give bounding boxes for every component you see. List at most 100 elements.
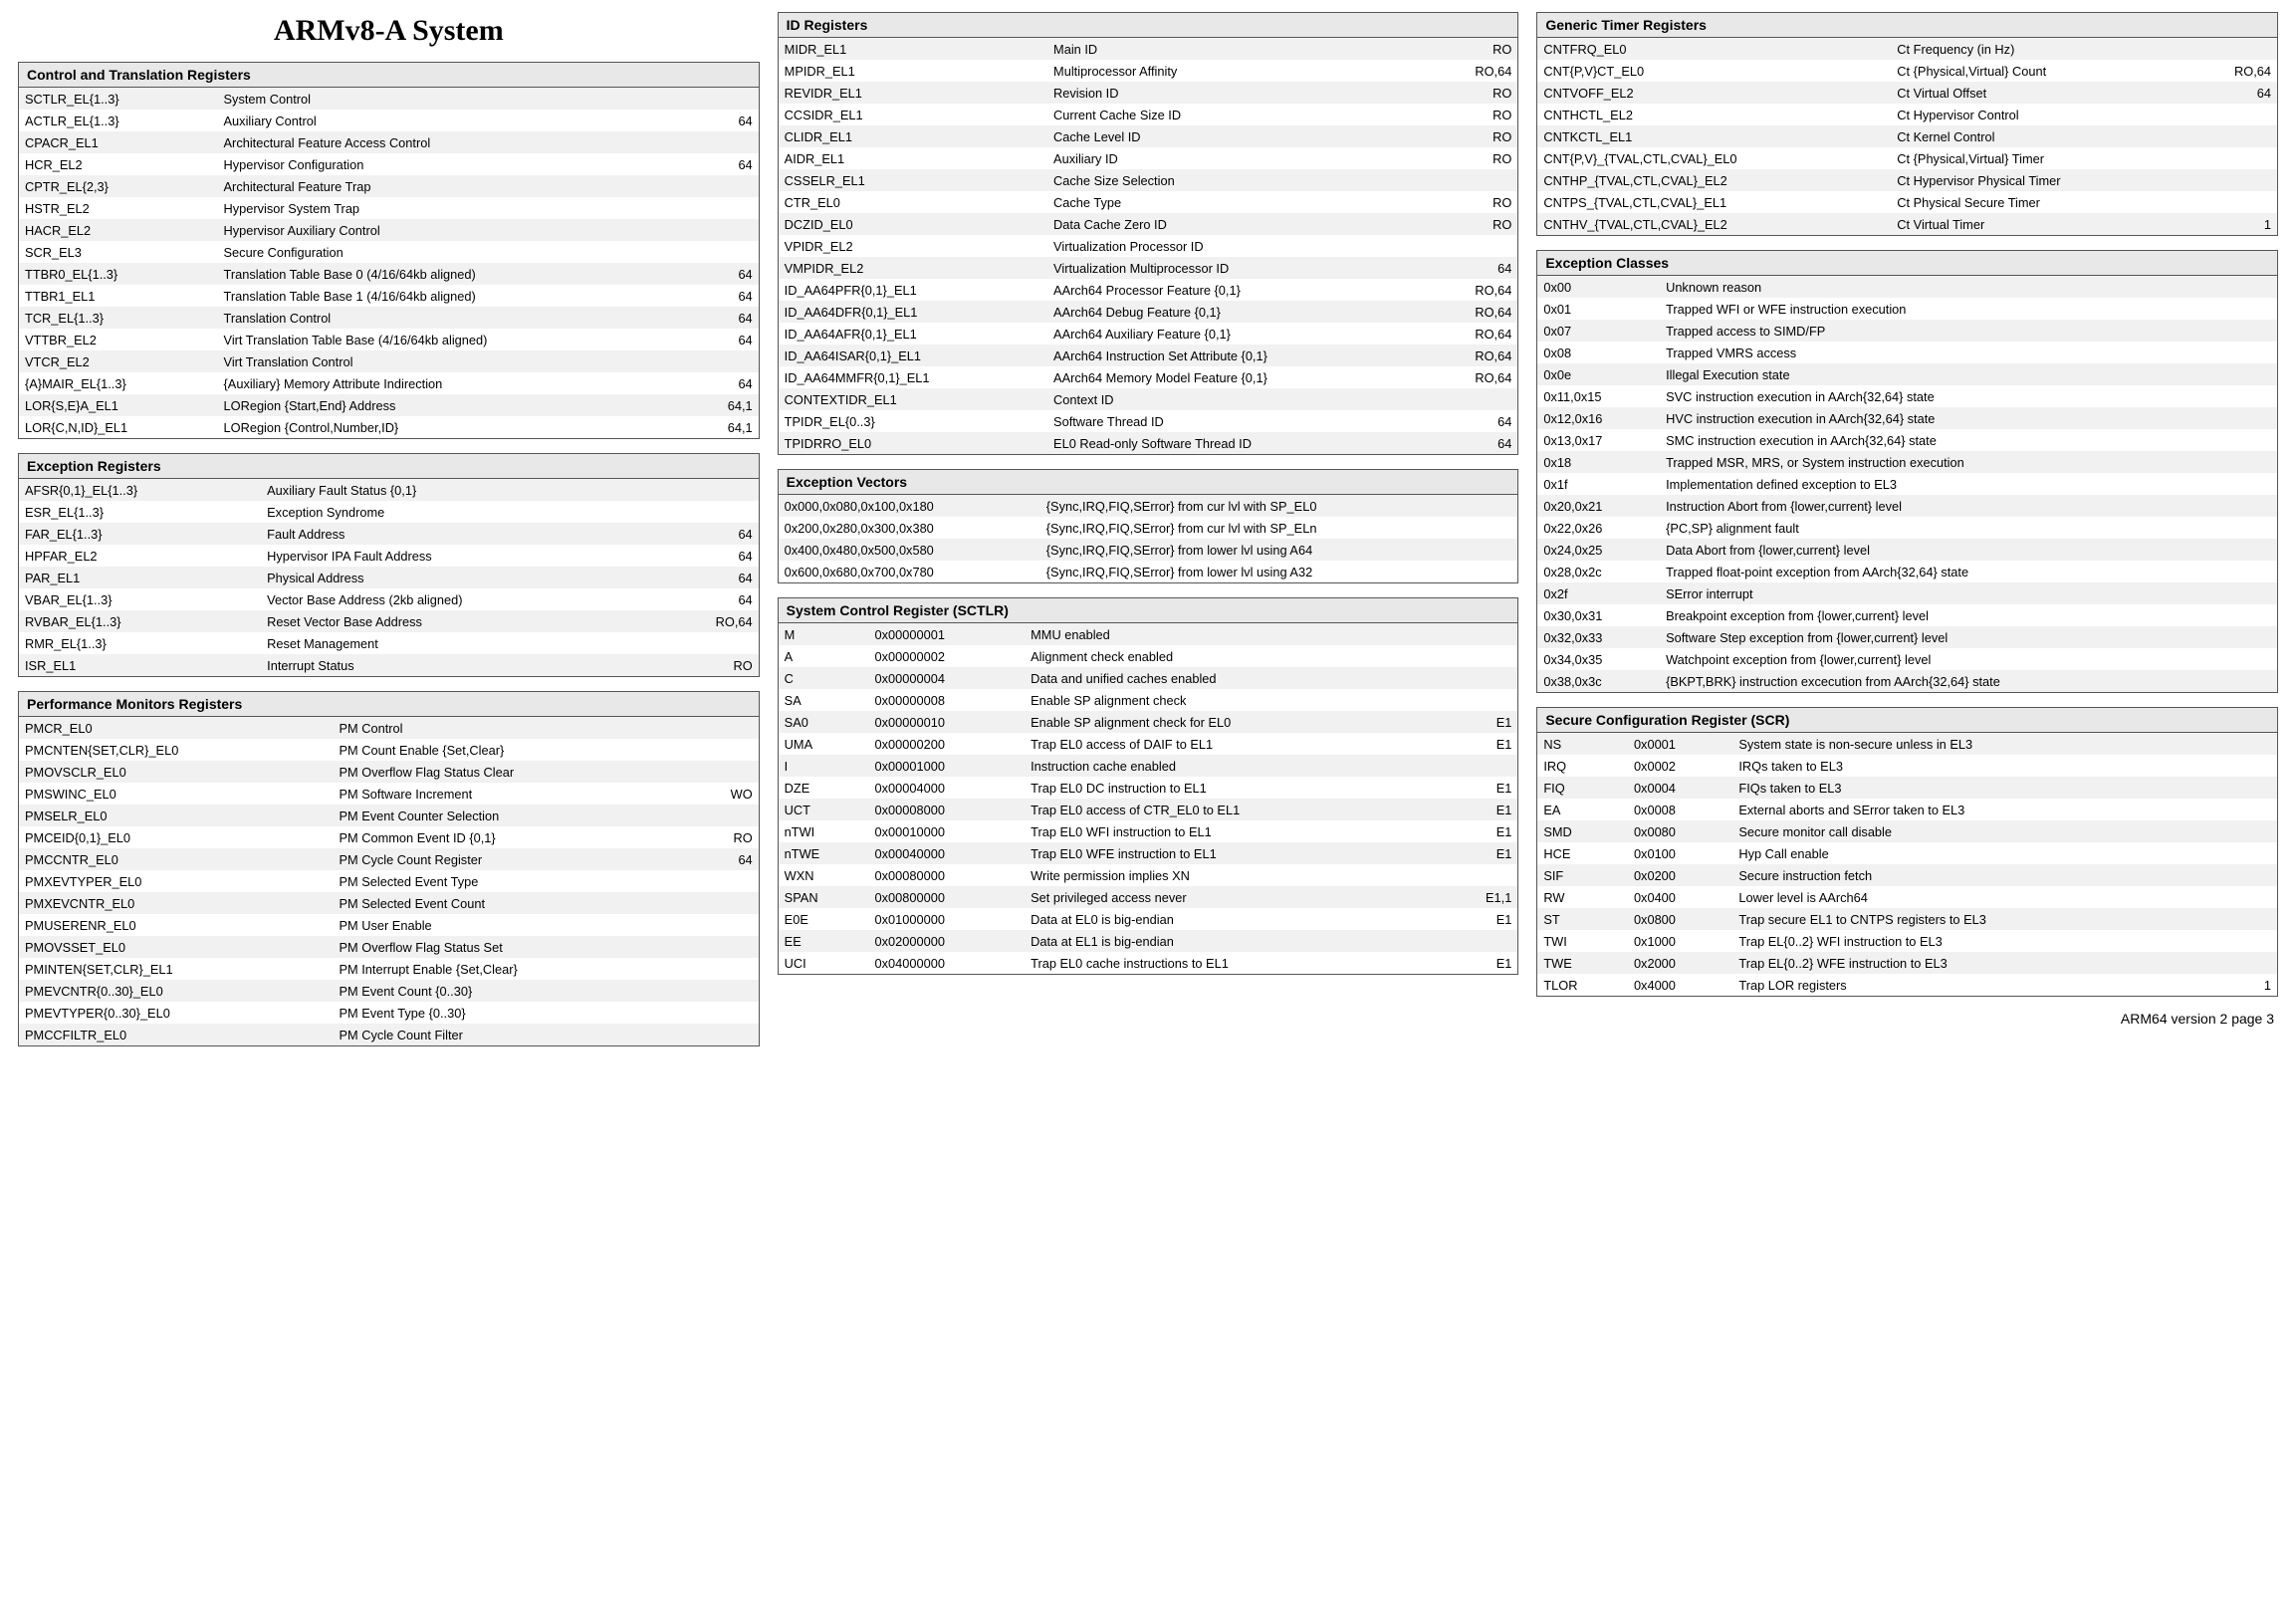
bit-desc: Trap LOR registers: [1732, 974, 2239, 997]
bit-desc: Data at EL0 is big-endian: [1025, 908, 1445, 930]
reg-desc: PM Overflow Flag Status Clear: [333, 761, 693, 783]
reg-note: RO,64: [2192, 60, 2277, 82]
table-row: VPIDR_EL2Virtualization Processor ID: [778, 235, 1518, 257]
bit-note: [2239, 733, 2277, 756]
reg-desc: PM Control: [333, 717, 693, 740]
bit-name: ST: [1537, 908, 1628, 930]
table-row: nTWI0x00010000Trap EL0 WFI instruction t…: [778, 820, 1518, 842]
reg-desc: LORegion {Start,End} Address: [218, 394, 695, 416]
reg-desc: PM Software Increment: [333, 783, 693, 805]
table-row: TWI0x1000Trap EL{0..2} WFI instruction t…: [1537, 930, 2278, 952]
table-row: ACTLR_EL{1..3}Auxiliary Control64: [19, 110, 760, 131]
reg-note: [1434, 388, 1518, 410]
reg-desc: PM Event Type {0..30}: [333, 1002, 693, 1024]
reg-note: [2256, 276, 2278, 299]
table-row: UCI0x04000000Trap EL0 cache instructions…: [778, 952, 1518, 975]
table-row: CNTPS_{TVAL,CTL,CVAL}_EL1Ct Physical Sec…: [1537, 191, 2278, 213]
reg-name: CONTEXTIDR_EL1: [778, 388, 1047, 410]
table-row: TTBR1_EL1Translation Table Base 1 (4/16/…: [19, 285, 760, 307]
reg-name: PMOVSCLR_EL0: [19, 761, 334, 783]
reg-note: [2256, 517, 2278, 539]
reg-desc: {Sync,IRQ,FIQ,SError} from cur lvl with …: [1040, 495, 1498, 518]
reg-name: 0x08: [1537, 342, 1660, 363]
table-row: A0x00000002Alignment check enabled: [778, 645, 1518, 667]
table-row: NS0x0001System state is non-secure unles…: [1537, 733, 2278, 756]
table-row: SCTLR_EL{1..3}System Control: [19, 88, 760, 111]
reg-note: RO: [1434, 191, 1518, 213]
reg-desc: Translation Table Base 1 (4/16/64kb alig…: [218, 285, 695, 307]
table-row: ID_AA64AFR{0,1}_EL1AArch64 Auxiliary Fea…: [778, 323, 1518, 345]
reg-note: RO: [1434, 125, 1518, 147]
reg-name: 0x22,0x26: [1537, 517, 1660, 539]
table-row: VMPIDR_EL2Virtualization Multiprocessor …: [778, 257, 1518, 279]
table-ctrl: Control and Translation RegistersSCTLR_E…: [18, 62, 760, 439]
table-row: MIDR_EL1Main IDRO: [778, 38, 1518, 61]
reg-note: 64,1: [694, 416, 759, 439]
bit-desc: Lower level is AArch64: [1732, 886, 2239, 908]
reg-desc: Ct Hypervisor Physical Timer: [1891, 169, 2192, 191]
reg-desc: Translation Table Base 0 (4/16/64kb alig…: [218, 263, 695, 285]
table-header: Secure Configuration Register (SCR): [1537, 708, 2278, 733]
reg-note: [694, 131, 759, 153]
table-row: TPIDRRO_EL0EL0 Read-only Software Thread…: [778, 432, 1518, 455]
table-row: 0x00Unknown reason: [1537, 276, 2278, 299]
bit-hex: 0x00000002: [868, 645, 1025, 667]
reg-note: 1: [2192, 213, 2277, 236]
table-row: PMCCNTR_EL0PM Cycle Count Register64: [19, 848, 760, 870]
table-row: CONTEXTIDR_EL1Context ID: [778, 388, 1518, 410]
reg-desc: Implementation defined exception to EL3: [1660, 473, 2256, 495]
reg-desc: Data Cache Zero ID: [1047, 213, 1434, 235]
bit-name: HCE: [1537, 842, 1628, 864]
reg-note: [663, 632, 759, 654]
bit-desc: MMU enabled: [1025, 623, 1445, 646]
bit-desc: Trap EL0 access of DAIF to EL1: [1025, 733, 1445, 755]
reg-name: LOR{S,E}A_EL1: [19, 394, 218, 416]
table-header: Control and Translation Registers: [19, 63, 760, 88]
reg-note: [2256, 648, 2278, 670]
reg-note: [2192, 38, 2277, 61]
reg-desc: Auxiliary Fault Status {0,1}: [261, 479, 663, 502]
table-row: 0x20,0x21Instruction Abort from {lower,c…: [1537, 495, 2278, 517]
table-vec: Exception Vectors0x000,0x080,0x100,0x180…: [778, 469, 1519, 583]
bit-hex: 0x02000000: [868, 930, 1025, 952]
bit-note: E1: [1445, 733, 1518, 755]
reg-name: TTBR1_EL1: [19, 285, 218, 307]
bit-hex: 0x0400: [1628, 886, 1732, 908]
bit-desc: Secure monitor call disable: [1732, 820, 2239, 842]
reg-name: VMPIDR_EL2: [778, 257, 1047, 279]
reg-name: 0x000,0x080,0x100,0x180: [778, 495, 1040, 518]
reg-desc: Instruction Abort from {lower,current} l…: [1660, 495, 2256, 517]
table-row: CNT{P,V}CT_EL0Ct {Physical,Virtual} Coun…: [1537, 60, 2278, 82]
table-row: 0x13,0x17SMC instruction execution in AA…: [1537, 429, 2278, 451]
col3-tables: Generic Timer RegistersCNTFRQ_EL0Ct Freq…: [1536, 12, 2278, 997]
reg-note: [2192, 147, 2277, 169]
reg-name: 0x11,0x15: [1537, 385, 1660, 407]
bit-note: [2239, 930, 2277, 952]
reg-note: [2192, 125, 2277, 147]
bit-name: EA: [1537, 799, 1628, 820]
bit-name: nTWE: [778, 842, 868, 864]
table-row: 0x07Trapped access to SIMD/FP: [1537, 320, 2278, 342]
reg-note: [694, 958, 759, 980]
reg-name: ISR_EL1: [19, 654, 262, 677]
bit-desc: Enable SP alignment check for EL0: [1025, 711, 1445, 733]
bit-note: [2239, 842, 2277, 864]
bit-hex: 0x00080000: [868, 864, 1025, 886]
reg-desc: Exception Syndrome: [261, 501, 663, 523]
bit-note: E1,1: [1445, 886, 1518, 908]
reg-note: [2256, 385, 2278, 407]
bit-hex: 0x00001000: [868, 755, 1025, 777]
reg-name: PMEVCNTR{0..30}_EL0: [19, 980, 334, 1002]
reg-note: WO: [694, 783, 759, 805]
reg-name: PMEVTYPER{0..30}_EL0: [19, 1002, 334, 1024]
table-row: SIF0x0200Secure instruction fetch: [1537, 864, 2278, 886]
reg-name: AIDR_EL1: [778, 147, 1047, 169]
bit-name: SPAN: [778, 886, 868, 908]
bit-note: [1445, 755, 1518, 777]
bit-note: [2239, 886, 2277, 908]
reg-name: CNTVOFF_EL2: [1537, 82, 1891, 104]
table-header: Generic Timer Registers: [1537, 13, 2278, 38]
table-row: 0x200,0x280,0x300,0x380{Sync,IRQ,FIQ,SEr…: [778, 517, 1518, 539]
table-timer: Generic Timer RegistersCNTFRQ_EL0Ct Freq…: [1536, 12, 2278, 236]
reg-note: RO,64: [1434, 301, 1518, 323]
